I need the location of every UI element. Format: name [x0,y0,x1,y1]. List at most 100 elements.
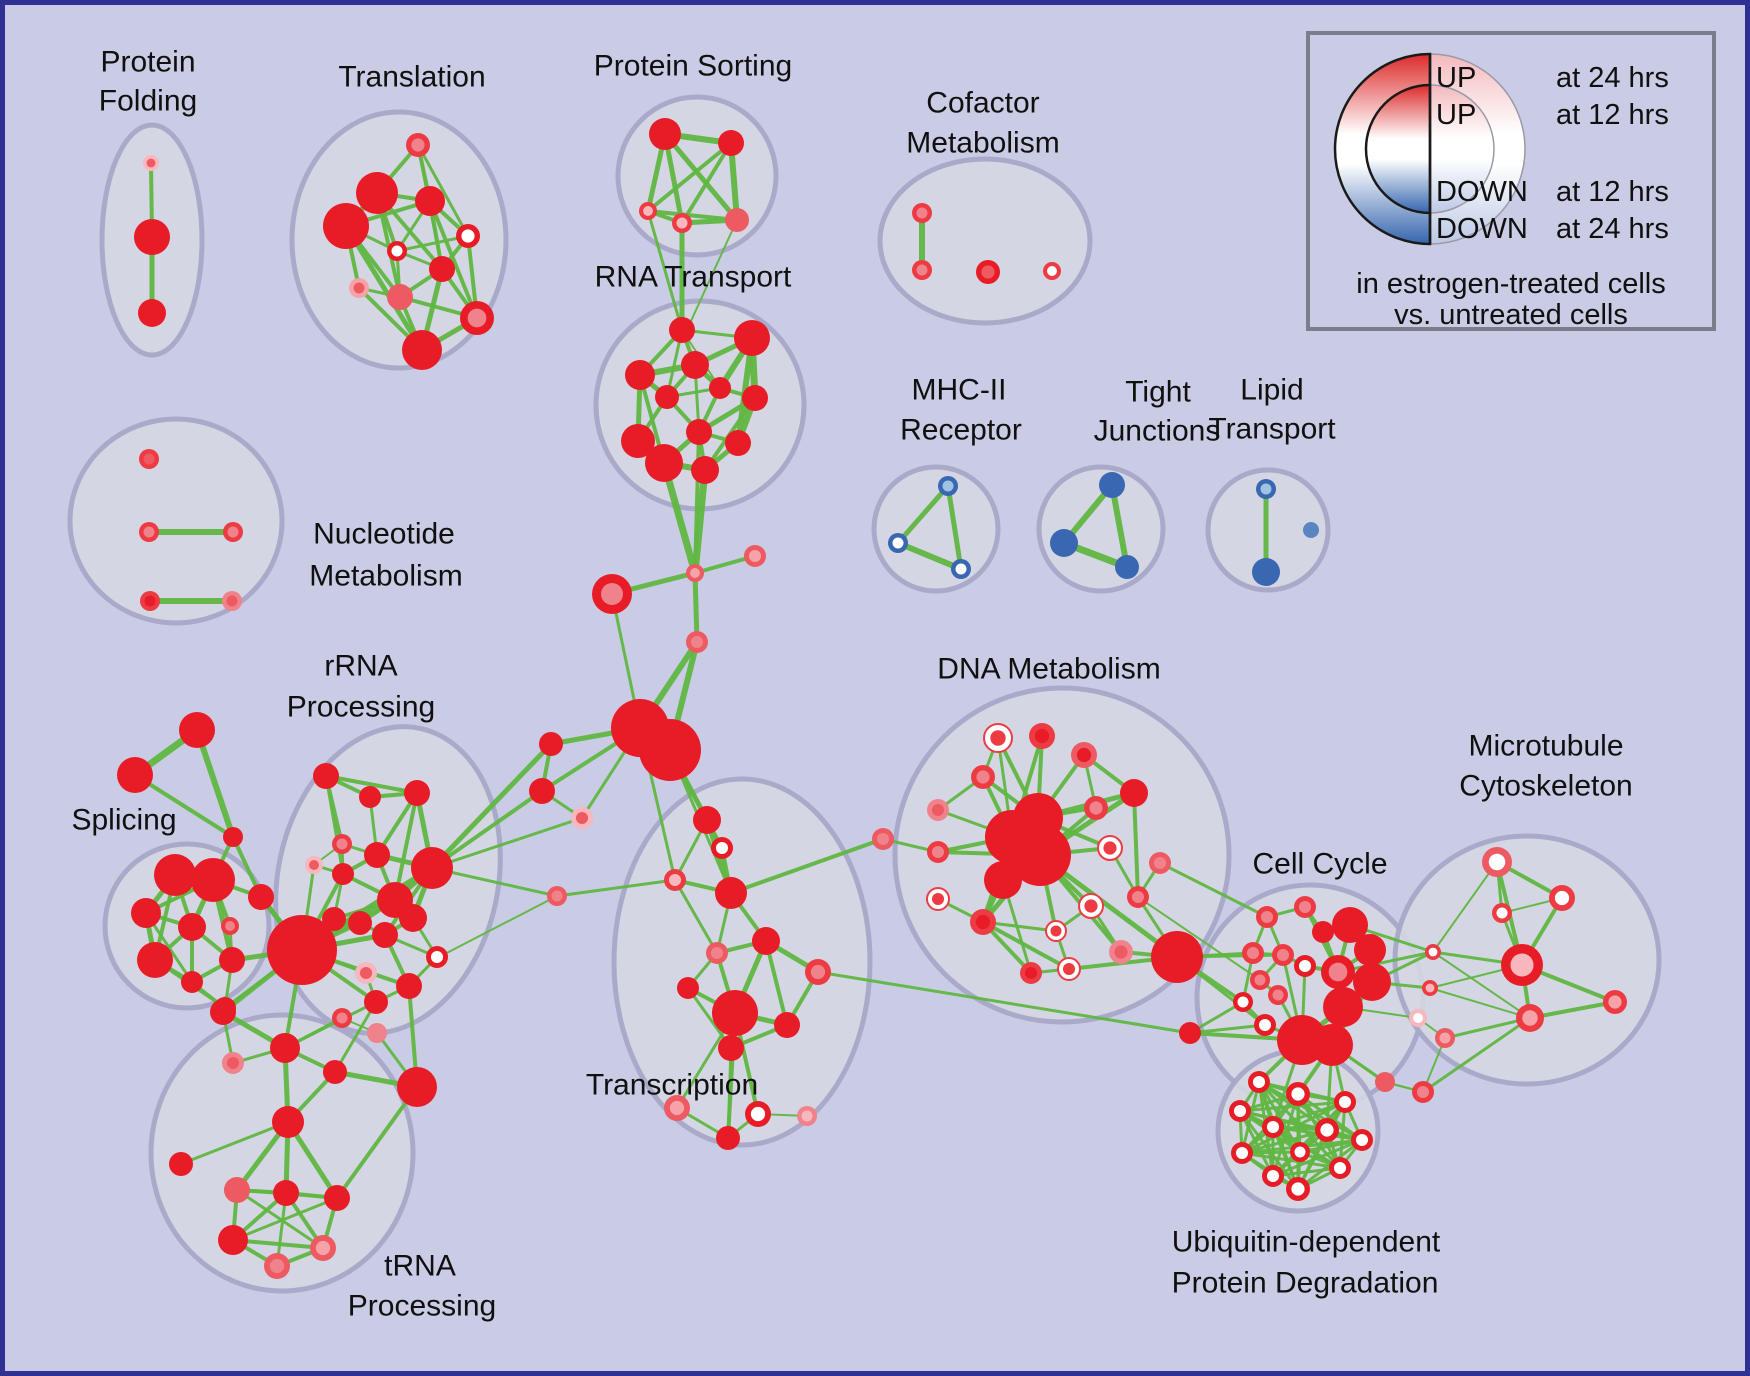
gene-node-cell-cycle [1250,970,1270,990]
gene-node-transcription [664,1095,690,1121]
gene-node-inner [990,730,1006,746]
gene-node-inner [1333,1161,1347,1175]
gene-node-outer [725,430,751,456]
gene-node-rrna-processing [364,990,388,1014]
gene-node-inner [353,282,365,294]
gene-node-inner [143,453,155,465]
gene-node-inner [1103,841,1117,855]
gene-node-trna-processing [397,1067,437,1107]
cluster-label-lipid-transport-line0: Lipid [1240,374,1303,407]
gene-node-ubiquitin-degradation [1334,1091,1356,1113]
edge-microtubule-cytoskeleton [1432,951,1531,1019]
gene-node-outer [324,1185,350,1211]
gene-node-inner [1050,925,1062,937]
gene-node-outer [273,1180,299,1206]
gene-node-outer [1332,907,1368,943]
gene-node-inner [1355,1133,1369,1147]
legend: UP at 24 hrs UP at 12 hrs DOWN at 12 hrs DOWN a… [1306,31,1716,331]
gene-node-translation [323,203,369,249]
gene-node-outer [323,1060,347,1084]
gene-node-inner [315,1240,331,1256]
gene-node-inner [931,803,945,817]
gene-node-inner [810,964,826,980]
gene-node-outer [984,861,1022,899]
gene-node-inner [1488,853,1506,871]
gene-node-inner [1076,747,1092,763]
edge-trna-processing [235,1188,325,1250]
gene-node-cell-cycle [1256,906,1278,928]
gene-node-inner [225,921,235,931]
gene-node-transcription [711,837,733,859]
edge-translation [428,199,479,320]
gene-node-ubiquitin-degradation [1262,1165,1284,1187]
edge-bridge [429,741,554,871]
gene-node-dna-metabolism [927,799,949,821]
edge-connectors [692,570,700,645]
gene-node-outer [137,942,173,978]
gene-node-outer [725,208,749,232]
edge-bridge [1158,861,1269,919]
gene-node-outer [1050,529,1078,557]
gene-node-inner [1298,959,1312,973]
edge-tight-junctions [1109,482,1130,570]
gene-node-outer [191,858,235,902]
cluster-label-microtubule-cytoskeleton-line1: Cytoskeleton [1459,770,1632,803]
gene-node-inner [975,914,991,930]
gene-node-dna-metabolism [1029,723,1055,749]
gene-node-outer [399,904,427,932]
cluster-bubble-nucleotide-metabolism [67,416,285,626]
gene-node-outer [1323,987,1363,1027]
gene-node-nucleotide-metabolism [140,591,160,611]
cluster-label-rna-transport-line0: RNA Transport [595,261,792,294]
edge-ubiquitin-degradation [1238,1109,1275,1178]
cluster-label-translation-line0: Translation [338,61,485,94]
gene-node-inner [144,595,156,607]
gene-node-cell-cycle [1323,987,1363,1027]
gene-node-trna-processing [272,1106,304,1138]
gene-node-inner [1298,900,1312,914]
gene-node-inner [1428,947,1438,957]
gene-node-inner [575,811,589,825]
gene-node-splicing [191,858,235,902]
gene-node-outer [1375,1072,1395,1092]
edge-protein-sorting [646,141,733,213]
gene-node-dna-metabolism [1020,962,1042,984]
gene-node-inner [1320,1123,1334,1137]
gene-node-protein-folding [134,219,170,255]
gene-node-transcription [716,1126,740,1150]
gene-node-outer [1353,963,1391,1001]
gene-node-rna-transport [691,456,719,484]
gene-node-rrna-processing [313,763,339,789]
gene-node-inner [1260,483,1272,495]
edge-rrna-processing [324,774,419,795]
gene-node-microtubule-cytoskeleton [1603,990,1627,1014]
gene-node-outer [364,842,390,868]
gene-node-rna-transport [742,385,768,411]
gene-node-rna-transport [725,430,751,456]
gene-node-outer [134,219,170,255]
gene-node-trna-processing [310,1235,336,1261]
edge-mhc-ii-receptor [895,540,964,572]
gene-node-inner [461,229,475,243]
cluster-label-cell-cycle-line0: Cell Cycle [1252,848,1387,881]
gene-node-connectors [571,807,593,829]
edge-protein-sorting [680,141,733,225]
gene-node-inner [690,568,700,578]
gene-node-inner [227,526,239,538]
gene-node-splicing [219,947,245,973]
gene-node-tight-junctions [1050,529,1078,557]
gene-node-transcription [712,990,758,1036]
gene-node-outer [272,1106,304,1138]
gene-node-translation [406,133,430,157]
gene-node-connectors [686,631,708,653]
gene-node-inner [942,480,954,492]
gene-node-trna-processing [367,1023,387,1043]
edge-cell-cycle [1188,1023,1267,1035]
gene-node-dna-metabolism [1127,886,1149,908]
gene-node-rna-transport [645,444,683,482]
gene-node-cell-cycle [1233,992,1253,1012]
gene-node-trna-processing [169,1152,193,1176]
gene-node-inner [690,635,704,649]
gene-node-inner [676,217,688,229]
